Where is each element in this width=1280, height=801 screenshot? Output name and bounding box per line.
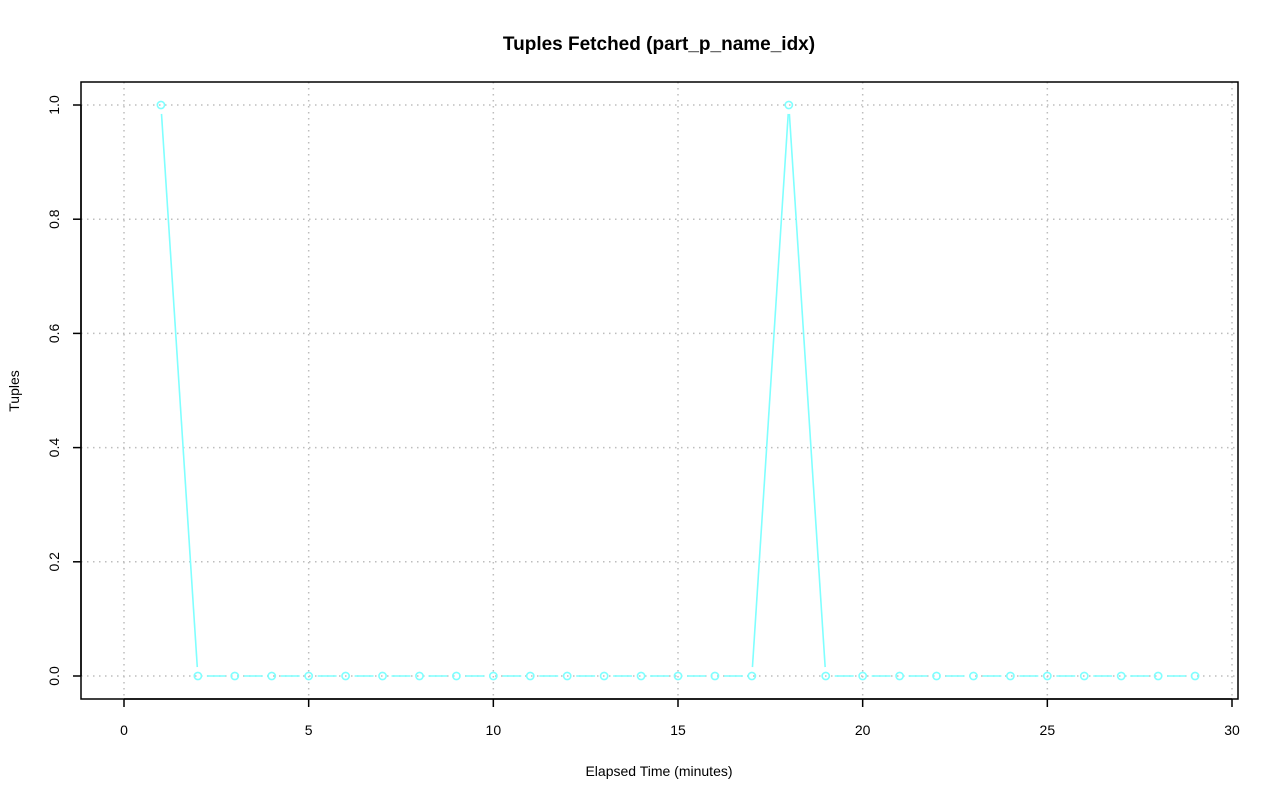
data-point xyxy=(821,671,831,681)
y-axis: 0.0 0.2 0.4 0.6 0.8 1.0 xyxy=(46,95,82,686)
data-point xyxy=(193,671,203,681)
x-tick-label: 5 xyxy=(305,722,313,738)
data-point xyxy=(969,671,978,681)
data-series xyxy=(156,100,1200,681)
data-point xyxy=(636,671,646,681)
data-point xyxy=(1042,671,1052,681)
x-tick-label: 25 xyxy=(1040,722,1056,738)
y-tick-label: 0.0 xyxy=(46,666,62,686)
y-tick-label: 0.6 xyxy=(46,323,62,343)
plot-frame xyxy=(80,81,1239,700)
data-point xyxy=(932,671,941,681)
data-point xyxy=(562,671,572,681)
data-point xyxy=(415,671,424,681)
y-tick-label: 0.4 xyxy=(46,438,62,458)
chart-title: Tuples Fetched (part_p_name_idx) xyxy=(503,34,815,55)
data-point xyxy=(267,671,277,681)
grid xyxy=(81,82,1238,699)
series-line-segment xyxy=(751,113,790,668)
data-point xyxy=(488,671,498,681)
data-point xyxy=(895,671,904,681)
x-axis-label: Elapsed Time (minutes) xyxy=(585,763,732,779)
data-point xyxy=(525,671,535,681)
series-line-segment xyxy=(788,113,826,668)
data-point xyxy=(230,671,240,681)
data-point xyxy=(599,671,609,681)
x-tick-label: 30 xyxy=(1224,722,1240,738)
x-tick-label: 20 xyxy=(855,722,871,738)
y-tick-label: 0.8 xyxy=(46,209,62,229)
y-axis-label: Tuples xyxy=(6,370,22,412)
data-point xyxy=(784,100,794,110)
data-point xyxy=(378,671,387,681)
data-point xyxy=(1190,671,1200,681)
data-point xyxy=(156,100,166,110)
data-point xyxy=(1116,671,1126,681)
x-tick-label: 0 xyxy=(120,722,128,738)
data-point xyxy=(710,671,720,681)
data-point xyxy=(673,671,683,681)
data-point xyxy=(341,671,350,681)
y-tick-label: 0.2 xyxy=(46,552,62,572)
data-point xyxy=(858,671,868,681)
x-tick-label: 15 xyxy=(670,722,686,738)
data-point xyxy=(304,671,314,681)
x-axis: 0 5 10 15 20 25 30 xyxy=(120,698,1240,738)
data-point xyxy=(1006,671,1015,681)
data-point xyxy=(747,671,757,681)
data-point xyxy=(451,671,461,681)
y-tick-label: 1.0 xyxy=(46,95,62,115)
series-line-segment xyxy=(160,113,199,668)
data-point xyxy=(1079,671,1089,681)
x-tick-label: 10 xyxy=(486,722,502,738)
data-point xyxy=(1153,671,1163,681)
